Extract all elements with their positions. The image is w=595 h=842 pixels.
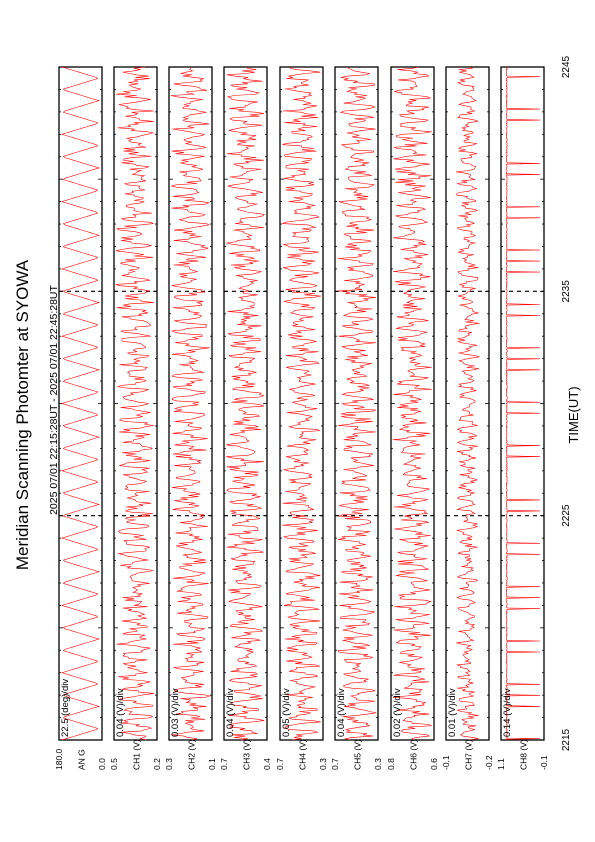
signal-trace-ch1 — [115, 66, 155, 741]
panel-ch2: 0.03 (V)/div 0.3 CH2 (V) 0.1 — [164, 66, 217, 770]
signal-trace-ch2 — [170, 66, 211, 741]
panel-scale-label: 0.04 (V)/div — [225, 688, 236, 737]
panel-frame — [445, 66, 490, 741]
y-axis-label: CH5 (V) — [353, 739, 363, 770]
signal-trace-ch5 — [337, 66, 377, 741]
y-axis-label: AN G — [77, 749, 87, 770]
signal-trace-ch3 — [226, 66, 265, 741]
y-top-label: 0.7 — [219, 758, 229, 770]
x-tick-label: 2215 — [561, 728, 572, 751]
chart-title: Meridian Scanning Photomter at SYOWA — [13, 259, 32, 570]
y-bottom-label: -0.2 — [484, 755, 494, 770]
x-tick-label: 2235 — [561, 280, 572, 303]
y-bottom-label: 0.1 — [207, 758, 217, 770]
panel-frame — [168, 66, 213, 741]
x-tick-labels: 2215 2225 2235 2245 — [561, 55, 572, 751]
y-axis-label: CH7 (V) — [464, 739, 474, 770]
y-top-label: 0.8 — [386, 758, 396, 770]
panel-ch6: 0.02 (V)/div 0.8 CH6 (V) 0.6 — [386, 66, 439, 770]
panel-frame — [58, 66, 103, 741]
panel-ch1: 0.04 (V)/div 0.5 CH1 (V) 0.2 — [109, 66, 162, 770]
panel-scale-label: 0.04 (V)/div — [115, 688, 126, 737]
panel-frame — [334, 66, 379, 741]
y-top-label: 0.5 — [109, 758, 119, 770]
panel-scale-label: 0.04 (V)/div — [336, 688, 347, 737]
y-bottom-label: 0.6 — [429, 758, 439, 770]
panel-scale-label: 0.05 (V)/div — [281, 688, 292, 737]
panel-frame — [113, 66, 158, 741]
panel-scan-angle: 22.5 (deg)/div 180.0 AN G 0.0 — [54, 66, 107, 770]
y-bottom-label: -0.1 — [539, 755, 549, 770]
y-bottom-label: 0.0 — [97, 758, 107, 770]
y-top-label: 180.0 — [54, 748, 64, 770]
panel-ch3: 0.04 (V)/div 0.7 CH3 (V) 0.4 — [219, 66, 272, 770]
panel-frame — [390, 66, 435, 741]
y-axis-label: CH3 (V) — [242, 739, 252, 770]
y-top-label: 0.7 — [275, 758, 285, 770]
y-bottom-label: 0.3 — [318, 758, 328, 770]
panel-ch5: 0.04 (V)/div 0.7 CH5 (V) 0.3 — [330, 66, 383, 770]
y-axis-label: CH8 (V) — [519, 739, 529, 770]
x-axis-label: TIME(UT) — [566, 386, 581, 443]
panel-scale-label: 0.02 (V)/div — [392, 688, 403, 737]
y-bottom-label: 0.2 — [152, 758, 162, 770]
panel-ch4: 0.05 (V)/div 0.7 CH4 (V) 0.3 — [275, 66, 328, 770]
y-axis-label: CH6 (V) — [409, 739, 419, 770]
y-top-label: 0.3 — [164, 758, 174, 770]
y-bottom-label: 0.3 — [373, 758, 383, 770]
signal-trace-scan-angle — [60, 66, 101, 741]
y-axis-label: CH2 (V) — [187, 739, 197, 770]
panel-scale-label: 0.03 (V)/div — [170, 688, 181, 737]
panel-scale-label: 0.01 (V)/div — [447, 688, 458, 737]
panel-frame — [500, 66, 545, 741]
y-top-label: 1.1 — [496, 758, 506, 770]
panel-scale-label: 0.14 (V)/div — [502, 688, 513, 737]
signal-trace-ch7 — [456, 66, 480, 741]
x-tick-label: 2245 — [561, 55, 572, 78]
panel-ch7: 0.01 (V)/div -0.1 CH7 (V) -0.2 — [441, 66, 494, 770]
y-bottom-label: 0.4 — [262, 758, 272, 770]
panel-ch8: 0.14 (V)/div 1.1 CH8 (V) -0.1 — [496, 66, 549, 770]
signal-trace-ch6 — [392, 66, 433, 741]
panel-frame — [279, 66, 324, 741]
y-top-label: 0.7 — [330, 758, 340, 770]
signal-trace-ch8 — [505, 66, 541, 741]
y-axis-label: CH4 (V) — [298, 739, 308, 770]
signal-trace-ch4 — [281, 66, 321, 741]
x-tick-label: 2225 — [561, 504, 572, 527]
y-axis-label: CH1 (V) — [132, 739, 142, 770]
y-top-label: -0.1 — [441, 755, 451, 770]
chart-subtitle: 2025 07/01 22:15:28UT - 2025 07/01 22:45… — [48, 285, 60, 515]
panel-scale-label: 22.5 (deg)/div — [60, 679, 71, 737]
